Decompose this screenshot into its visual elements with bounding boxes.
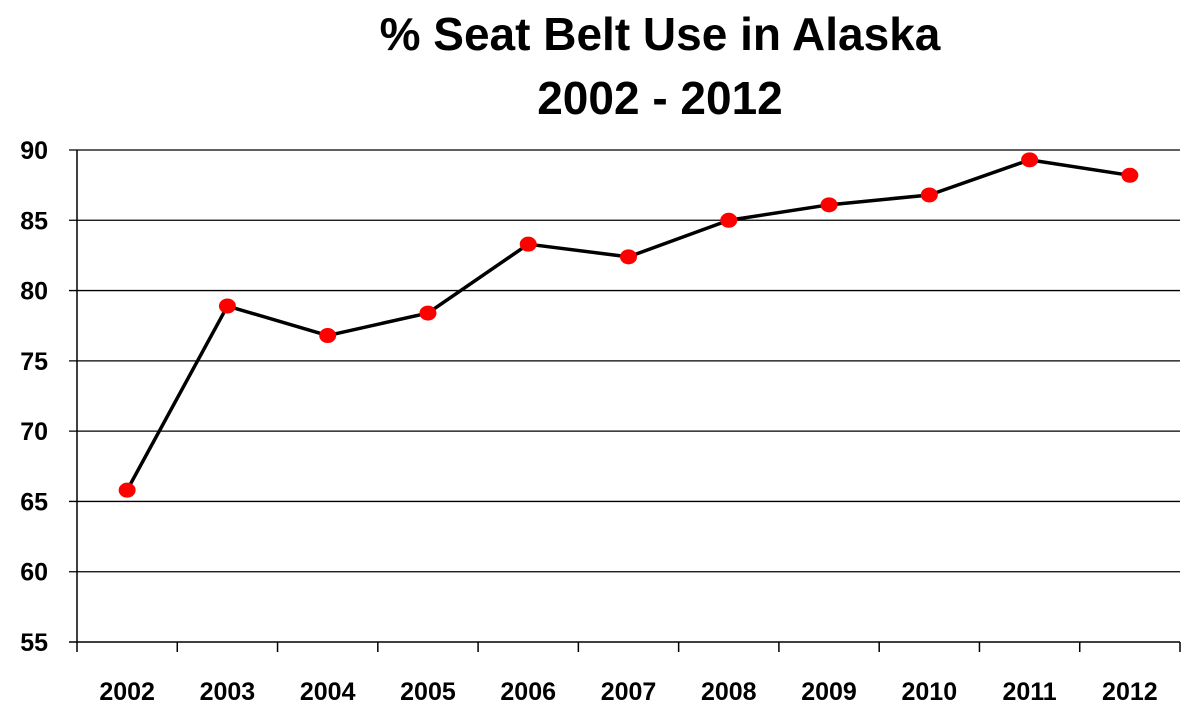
x-tick-label: 2011 [1002, 678, 1056, 706]
gridlines [69, 149, 1180, 573]
x-tick-label: 2005 [400, 678, 456, 706]
data-point-2006 [519, 236, 537, 252]
x-tick-label: 2002 [99, 678, 155, 706]
y-axis-tick-labels: 55 60 65 70 75 80 85 90 [20, 137, 48, 657]
data-point-2012 [1121, 167, 1139, 183]
y-tick-label: 55 [20, 629, 48, 657]
x-tick-label: 2012 [1102, 678, 1158, 706]
x-axis-tick-labels: 2002 2003 2004 2005 2006 2007 2008 2009 2010 2011… [99, 678, 1157, 706]
data-point-2003 [218, 298, 236, 314]
chart-subtitle: 2002 - 2012 [537, 72, 783, 124]
y-tick-label: 85 [20, 207, 48, 235]
data-point-2008 [720, 212, 738, 228]
data-point-2009 [820, 197, 838, 213]
data-point-2011 [1021, 152, 1039, 168]
x-tick-label: 2003 [200, 678, 256, 706]
axes [69, 150, 1181, 652]
x-tick-label: 2006 [500, 678, 556, 706]
y-tick-label: 90 [20, 137, 48, 165]
x-tick-label: 2008 [701, 678, 757, 706]
y-tick-label: 75 [20, 348, 48, 376]
data-point-2007 [620, 249, 637, 265]
series-line-group [125, 158, 1131, 492]
x-tick-label: 2009 [801, 678, 857, 706]
x-tick-label: 2010 [902, 678, 958, 706]
y-tick-label: 70 [20, 418, 48, 446]
y-tick-label: 60 [20, 559, 48, 587]
chart-title: % Seat Belt Use in Alaska [379, 8, 941, 60]
series-line [125, 158, 1131, 492]
data-point-markers [118, 152, 1139, 498]
data-point-2005 [419, 305, 437, 321]
data-point-2010 [920, 187, 938, 203]
data-point-2004 [319, 328, 337, 344]
x-tick-label: 2004 [300, 678, 356, 706]
y-tick-label: 65 [20, 488, 48, 516]
x-tick-label: 2007 [601, 678, 657, 706]
y-tick-label: 80 [20, 278, 48, 306]
data-point-2002 [118, 482, 136, 498]
